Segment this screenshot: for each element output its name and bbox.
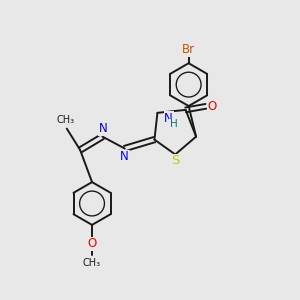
Text: S: S xyxy=(171,154,179,167)
Text: CH₃: CH₃ xyxy=(83,258,101,268)
Text: N: N xyxy=(164,112,173,125)
Text: CH₃: CH₃ xyxy=(56,115,74,125)
Text: Br: Br xyxy=(182,43,195,56)
Text: O: O xyxy=(208,100,217,113)
Text: H: H xyxy=(170,119,178,129)
Text: N: N xyxy=(120,150,129,163)
Text: N: N xyxy=(99,122,107,135)
Text: O: O xyxy=(87,237,97,250)
